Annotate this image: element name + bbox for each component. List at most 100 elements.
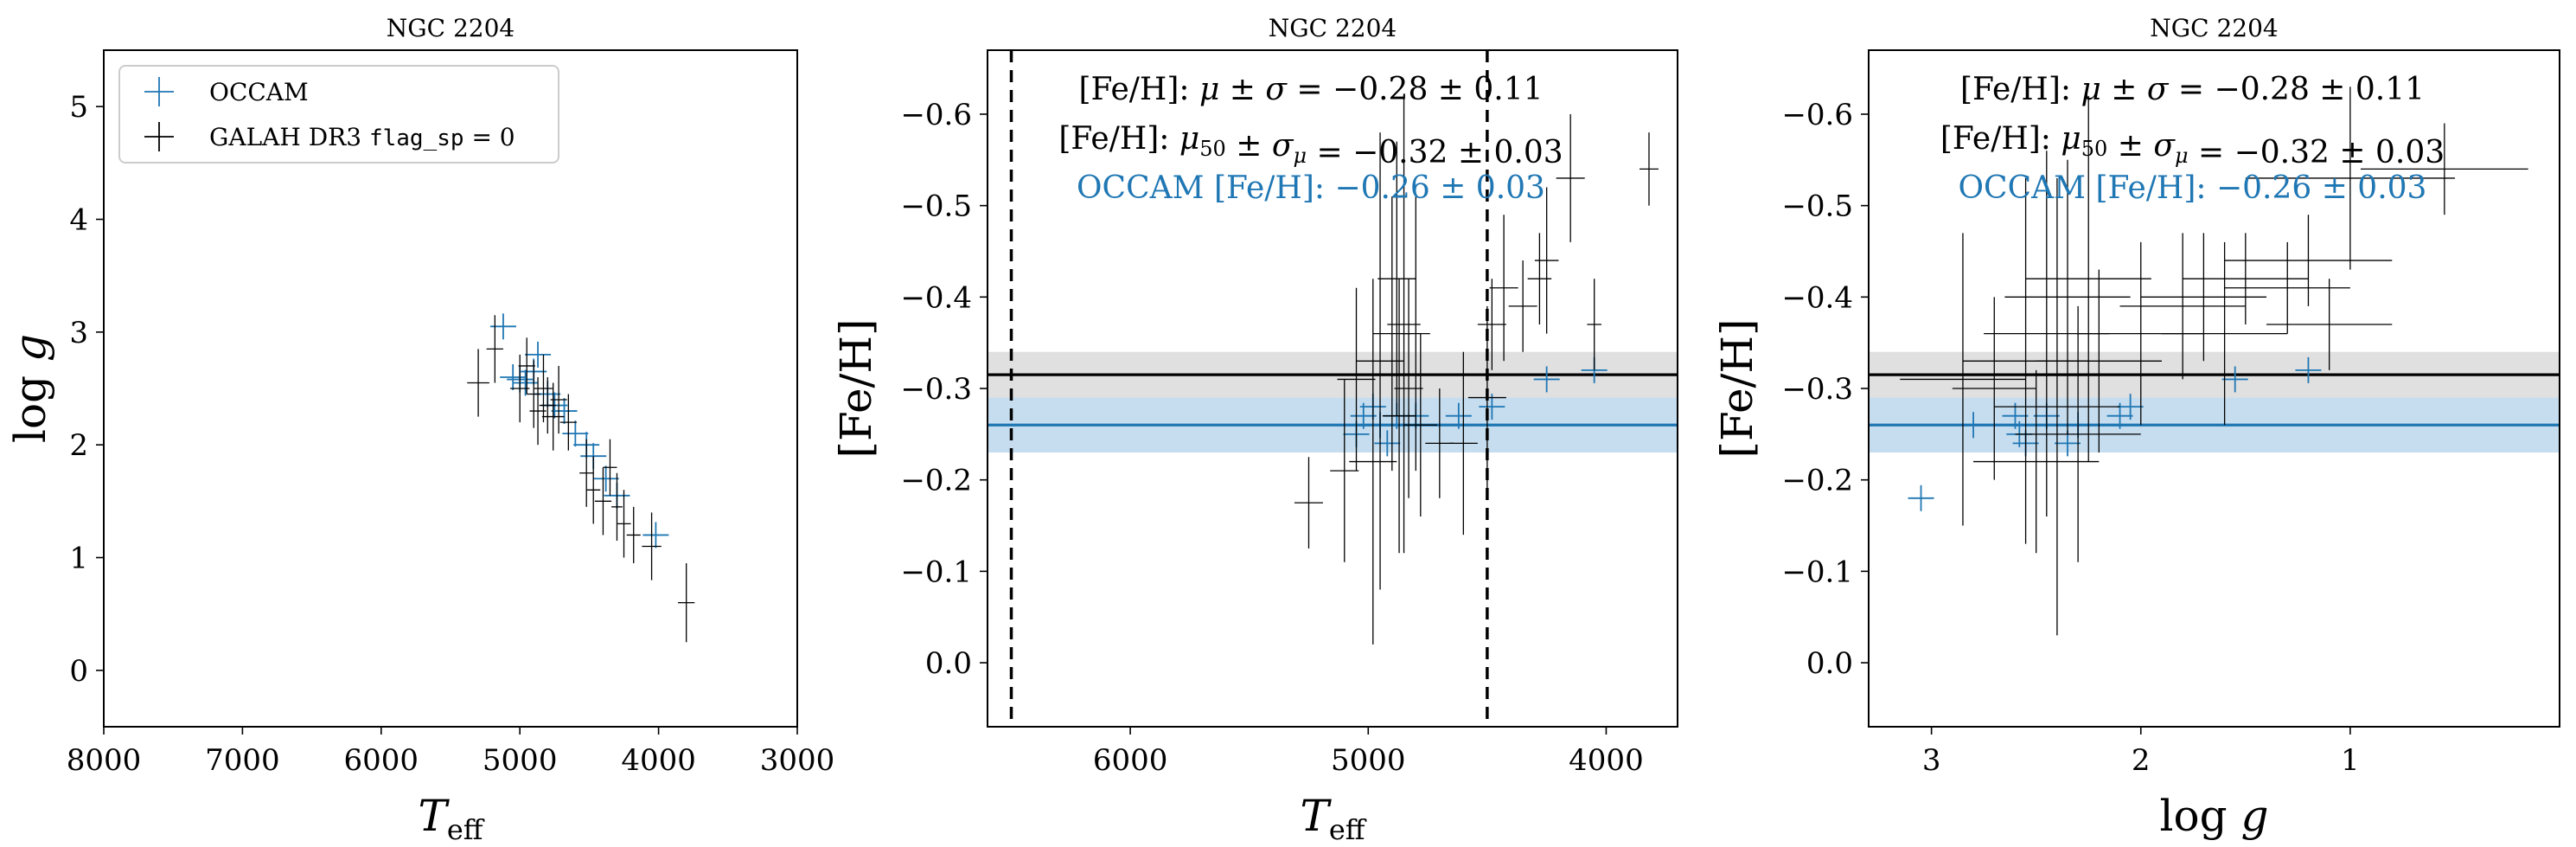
- galah-point: [486, 315, 503, 383]
- galah-point: [1952, 297, 2036, 480]
- y-tick-label: −0.3: [900, 372, 972, 407]
- y-tick-label: 0.0: [925, 646, 972, 681]
- x-tick-label: 3: [1922, 743, 1941, 778]
- y-tick-label: −0.6: [1781, 98, 1853, 132]
- legend-occam-marker: [144, 77, 174, 106]
- occam-point: [500, 363, 527, 390]
- galah-point: [678, 563, 695, 643]
- x-tick-label: 5000: [1331, 743, 1406, 778]
- galah-point: [559, 394, 577, 451]
- x-axis-label: Teff: [418, 791, 484, 846]
- legend-galah-label: GALAH DR3 flag_sp = 0: [209, 123, 515, 151]
- x-tick-label: 4000: [621, 743, 696, 778]
- galah-point: [1994, 177, 2120, 636]
- x-tick-label: 1: [2341, 743, 2360, 778]
- galah-point: [579, 439, 594, 507]
- y-tick-label: −0.3: [1781, 372, 1853, 407]
- galah-point: [2245, 87, 2455, 270]
- y-tick-label: −0.5: [1781, 189, 1853, 224]
- galah-point: [1294, 457, 1323, 549]
- y-tick-label: −0.2: [900, 464, 972, 498]
- y-tick-label: −0.1: [1781, 555, 1853, 589]
- galah-point: [2015, 305, 2141, 562]
- y-tick-label: −0.5: [900, 189, 972, 224]
- stats-annotation: [Fe/H]: μ50 ± σμ = −0.32 ± 0.03: [1940, 121, 2445, 170]
- galah-point: [642, 512, 662, 581]
- legend-occam-label: OCCAM: [209, 78, 309, 106]
- galah-point: [1508, 260, 1537, 352]
- y-tick-label: 0: [69, 654, 88, 689]
- x-tick-label: 8000: [67, 743, 142, 778]
- plot-area: [467, 313, 695, 643]
- galah-point: [550, 365, 567, 434]
- galah-point: [2360, 123, 2528, 215]
- x-tick-label: 2: [2132, 743, 2151, 778]
- occam-point: [1960, 412, 1987, 439]
- y-tick-label: 0.0: [1806, 646, 1853, 681]
- y-tick-label: 2: [69, 428, 88, 463]
- occam-point: [1445, 402, 1472, 429]
- x-tick-label: 6000: [344, 743, 419, 778]
- legend-galah-marker: [144, 122, 174, 151]
- y-tick-label: −0.4: [900, 280, 972, 315]
- y-tick-label: −0.4: [1781, 280, 1853, 315]
- galah-point: [617, 490, 631, 558]
- galah-point: [2025, 95, 2151, 462]
- plot-area: [988, 50, 1678, 727]
- galah-point: [518, 337, 535, 395]
- galah-point: [2224, 241, 2350, 334]
- panel-3: 3 2 1 0.0 −0.1 −0.2 −0.3 −0.4 −0.5 −0.6 NGC 2204 lo…: [1712, 14, 2560, 841]
- galah-point: [2161, 241, 2288, 426]
- occam-point: [489, 313, 516, 340]
- stats-annotation: [Fe/H]: μ50 ± σμ = −0.32 ± 0.03: [1058, 121, 1563, 170]
- galah-point: [1900, 233, 2026, 526]
- plot-area: [1869, 87, 2560, 636]
- panel-title: NGC 2204: [2150, 14, 2278, 42]
- y-tick-label: −0.1: [900, 555, 972, 589]
- galah-point: [586, 456, 601, 524]
- x-axis-label: log g: [2159, 791, 2268, 841]
- galah-point: [1387, 95, 1421, 554]
- y-tick-label: 5: [69, 90, 88, 125]
- x-tick-label: 7000: [205, 743, 280, 778]
- y-tick-label: 1: [69, 542, 88, 576]
- x-tick-label: 5000: [483, 743, 558, 778]
- galah-point: [2224, 215, 2393, 306]
- galah-point: [1489, 215, 1518, 362]
- galah-point: [1403, 333, 1438, 517]
- x-tick-label: 6000: [1093, 743, 1168, 778]
- stats-annotation: [Fe/H]: μ ± σ = −0.28 ± 0.11: [1960, 72, 2425, 107]
- galah-point: [1349, 279, 1397, 645]
- galah-point: [611, 472, 623, 541]
- y-tick-label: −0.2: [1781, 464, 1853, 498]
- occam-point: [2117, 394, 2144, 420]
- galah-point: [1467, 305, 1506, 490]
- occam-point: [642, 522, 669, 549]
- occam-point: [551, 398, 578, 425]
- occam-point: [2295, 356, 2322, 383]
- galah-point: [594, 467, 612, 536]
- occam-point: [562, 420, 589, 447]
- occam-point: [1374, 430, 1401, 457]
- galah-point: [467, 349, 489, 417]
- panel-title: NGC 2204: [1269, 14, 1397, 42]
- x-axis-label: Teff: [1300, 791, 1366, 846]
- y-axis-label: [Fe/H]: [831, 318, 881, 458]
- panel-1: 8000 7000 6000 5000 4000 3000 0 1 2 3 4 5 NGC 2204 Te…: [5, 14, 834, 846]
- galah-point: [1337, 287, 1376, 472]
- x-tick-label: 4000: [1569, 743, 1644, 778]
- galah-point: [1394, 279, 1423, 498]
- galah-point: [1534, 187, 1559, 334]
- galah-point: [1382, 279, 1416, 554]
- y-tick-label: 3: [69, 316, 88, 350]
- galah-point: [1556, 113, 1585, 242]
- galah-point: [1377, 141, 1416, 416]
- occam-point: [1533, 366, 1560, 393]
- galah-point: [1477, 279, 1506, 370]
- galah-point: [527, 360, 541, 428]
- galah-point: [1639, 132, 1659, 206]
- galah-point: [1330, 379, 1359, 562]
- y-tick-label: −0.6: [900, 98, 972, 132]
- galah-point: [1587, 279, 1601, 370]
